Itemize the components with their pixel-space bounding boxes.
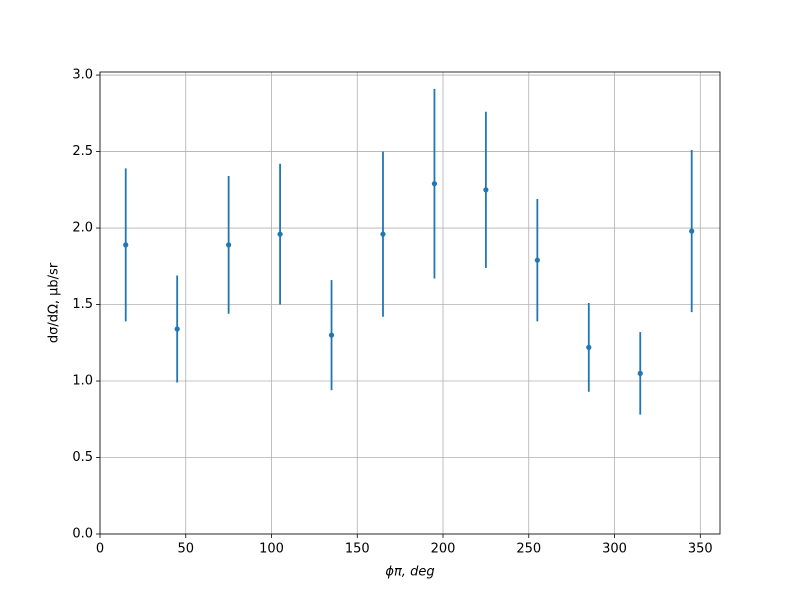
data-point xyxy=(534,257,540,263)
y-tick-label: 1.5 xyxy=(72,297,93,312)
x-tick-label: 350 xyxy=(688,542,713,557)
plot-frame xyxy=(99,71,721,535)
data-point xyxy=(174,326,180,332)
y-tick-label: 2.5 xyxy=(72,144,93,159)
x-tick-label: 250 xyxy=(516,542,541,557)
x-tick-label: 150 xyxy=(345,542,370,557)
data-point xyxy=(637,370,643,376)
data-point xyxy=(689,228,695,234)
y-tick-label: 1.0 xyxy=(72,374,93,389)
x-tick-label: 200 xyxy=(431,542,456,557)
data-point xyxy=(586,344,592,350)
data-point xyxy=(226,242,232,248)
x-tick-label: 50 xyxy=(177,542,194,557)
data-point xyxy=(277,231,283,237)
x-tick-label: 0 xyxy=(96,542,104,557)
data-point xyxy=(483,187,489,193)
data-point xyxy=(328,332,335,338)
x-tick-label: 100 xyxy=(259,542,284,557)
x-axis-label: ϕπ, deg xyxy=(385,565,434,580)
y-tick-label: 2.0 xyxy=(72,221,93,236)
x-tick-label: 300 xyxy=(602,542,627,557)
data-point xyxy=(380,231,386,237)
y-tick-label: 0.5 xyxy=(72,450,93,465)
data-point xyxy=(431,181,438,187)
y-axis-label: dσ/dΩ, μb/sr xyxy=(47,262,62,343)
data-point xyxy=(123,242,129,248)
y-tick-label: 3.0 xyxy=(72,68,93,83)
y-tick-label: 0.0 xyxy=(72,527,93,542)
